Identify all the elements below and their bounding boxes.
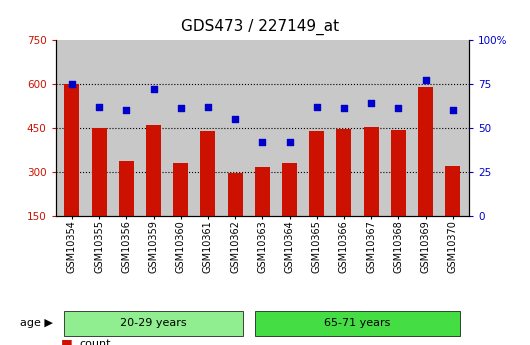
Point	[149, 86, 158, 92]
Bar	[65, 83, 80, 259]
Bar	[364, 127, 378, 259]
Text: 65-71 years: 65-71 years	[324, 318, 391, 328]
Bar	[228, 173, 243, 259]
Bar	[173, 163, 188, 259]
Point	[176, 106, 185, 111]
Point	[231, 116, 240, 122]
Text: GDS473 / 227149_at: GDS473 / 227149_at	[181, 19, 339, 35]
Bar	[119, 161, 134, 259]
Point	[448, 107, 457, 113]
Text: ■: ■	[61, 337, 73, 345]
Bar	[282, 164, 297, 259]
Point	[367, 100, 375, 106]
Bar	[255, 167, 270, 259]
Text: count: count	[80, 339, 111, 345]
Point	[68, 81, 76, 87]
Point	[95, 104, 103, 109]
Bar	[146, 125, 161, 259]
Bar	[445, 166, 460, 259]
Bar	[418, 87, 433, 259]
Bar	[310, 130, 324, 259]
Point	[340, 106, 348, 111]
Point	[258, 139, 267, 145]
Bar	[200, 131, 215, 259]
Point	[421, 77, 430, 83]
Bar	[92, 128, 107, 259]
Bar	[391, 130, 406, 259]
Point	[122, 107, 130, 113]
Text: 20-29 years: 20-29 years	[120, 318, 187, 328]
Text: age ▶: age ▶	[20, 318, 53, 328]
Point	[285, 139, 294, 145]
Point	[394, 106, 403, 111]
Point	[313, 104, 321, 109]
Point	[204, 104, 212, 109]
Bar	[337, 129, 351, 259]
